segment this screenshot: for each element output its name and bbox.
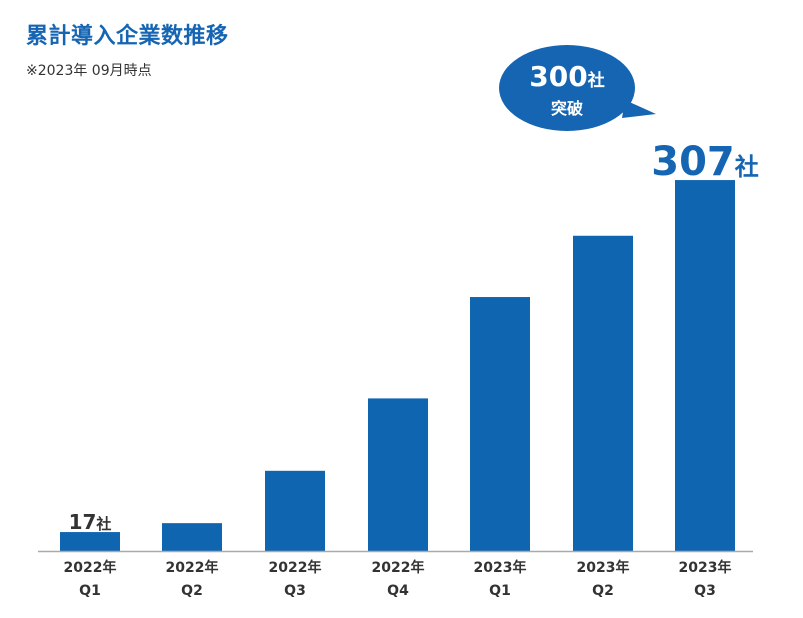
bar-6 [573, 235, 633, 551]
x-tick-label-quarter: Q2 [592, 583, 614, 599]
x-tick-label-year: 2023年 [679, 559, 732, 576]
callout-bubble-tail [622, 100, 656, 118]
data-label-1: 17社 [69, 510, 112, 534]
x-tick-label-year: 2022年 [64, 559, 117, 576]
x-tick-label-quarter: Q3 [694, 583, 716, 599]
x-tick-label-quarter: Q2 [181, 583, 203, 599]
callout-text: 突破 [551, 99, 583, 118]
chart-subtitle: ※2023年 09月時点 [26, 63, 152, 79]
bar-4 [368, 398, 428, 551]
bar-5 [470, 297, 530, 551]
chart-title: 累計導入企業数推移 [26, 24, 229, 49]
x-tick-label-year: 2023年 [577, 559, 630, 576]
x-tick-label-year: 2022年 [269, 559, 322, 576]
x-tick-label-year: 2022年 [372, 559, 425, 576]
bar-3 [265, 470, 325, 551]
data-label-7: 307社 [651, 139, 759, 185]
callout-value: 300社 [529, 60, 604, 93]
bar-1 [60, 532, 120, 551]
x-tick-label-year: 2022年 [166, 559, 219, 576]
x-tick-label-quarter: Q1 [79, 583, 101, 599]
bar-7 [675, 180, 735, 551]
x-tick-label-quarter: Q1 [489, 583, 511, 599]
bar-2 [162, 523, 222, 551]
callout-bubble [499, 45, 635, 131]
x-tick-label-quarter: Q3 [284, 583, 306, 599]
x-tick-label-year: 2023年 [474, 559, 527, 576]
x-tick-label-quarter: Q4 [387, 583, 409, 599]
